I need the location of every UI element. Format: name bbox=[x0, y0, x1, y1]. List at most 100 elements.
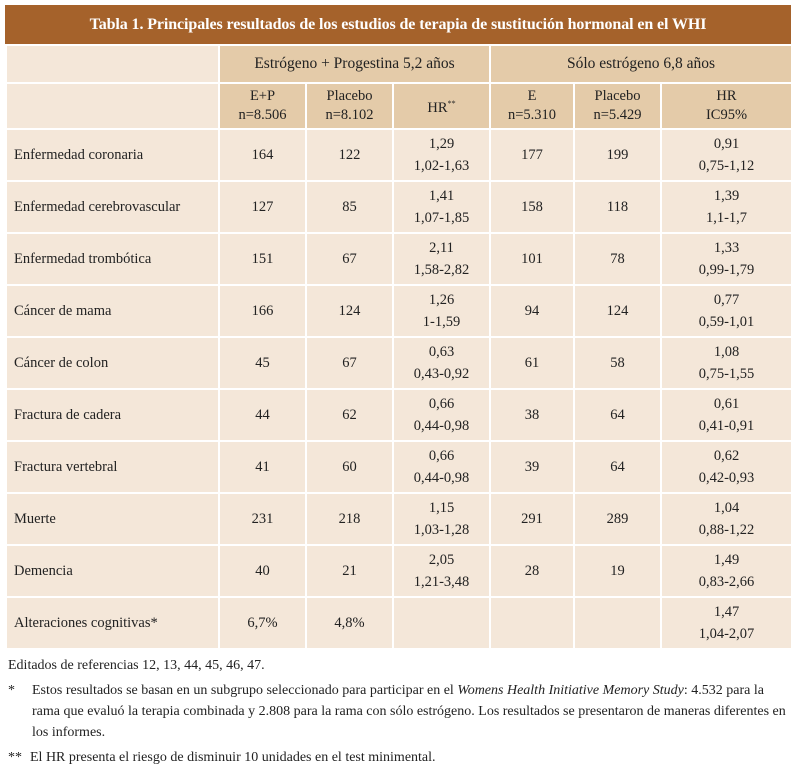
table-row: Enfermedad coronaria 164 122 1,29 1,02-1,63 1… bbox=[5, 128, 794, 182]
hr-value: 1,33 bbox=[713, 240, 740, 256]
subheader-line1: HR bbox=[716, 88, 737, 104]
cell-ep: 166 bbox=[218, 284, 307, 338]
cell-p2 bbox=[573, 596, 662, 650]
empty-header-cell bbox=[5, 82, 220, 130]
ci-value: 1,03-1,28 bbox=[413, 522, 470, 538]
cell-p1: 122 bbox=[305, 128, 394, 182]
row-label: Alteraciones cognitivas* bbox=[5, 596, 220, 650]
footnote-text: El HR presenta el riesgo de disminuir 10… bbox=[30, 750, 436, 765]
ci-value: 0,59-1,01 bbox=[698, 314, 755, 330]
cell-ep: 164 bbox=[218, 128, 307, 182]
ci-value: 1,58-2,82 bbox=[413, 262, 470, 278]
table-row: Enfermedad trombótica 151 67 2,11 1,58-2,82 1… bbox=[5, 232, 794, 286]
cell-p2: 78 bbox=[573, 232, 662, 286]
subheader-line2: n=8.506 bbox=[238, 107, 287, 123]
cell-e: 38 bbox=[489, 388, 575, 442]
cell-p1: 124 bbox=[305, 284, 394, 338]
table-row: Muerte 231 218 1,15 1,03-1,28 291 289 1,04 0,88-… bbox=[5, 492, 794, 546]
hr-value: 1,41 bbox=[428, 188, 455, 204]
cell-ep: 231 bbox=[218, 492, 307, 546]
cell-hr: 1,15 1,03-1,28 bbox=[392, 492, 491, 546]
row-label: Fractura de cadera bbox=[5, 388, 220, 442]
subheader-line1: HR bbox=[427, 99, 448, 116]
row-label: Demencia bbox=[5, 544, 220, 598]
study-name: Womens Health Initiative Memory Study bbox=[457, 683, 684, 698]
ci-value: 1-1,59 bbox=[422, 314, 461, 330]
cell-hr: 0,66 0,44-0,98 bbox=[392, 440, 491, 494]
footnote-text-part: Estos resultados se basan en un subgrupo… bbox=[32, 683, 458, 698]
table-row: Fractura de cadera 44 62 0,66 0,44-0,98 38 64 0… bbox=[5, 388, 794, 442]
row-label: Enfermedad trombótica bbox=[5, 232, 220, 286]
cell-p2: 58 bbox=[573, 336, 662, 390]
cell-p2: 64 bbox=[573, 388, 662, 442]
row-label: Muerte bbox=[5, 492, 220, 546]
table-row: Fractura vertebral 41 60 0,66 0,44-0,98 39 64 0… bbox=[5, 440, 794, 494]
cell-hr: 1,41 1,07-1,85 bbox=[392, 180, 491, 234]
subheader-line1: Placebo bbox=[594, 88, 641, 104]
cell-e: 158 bbox=[489, 180, 575, 234]
row-label: Enfermedad cerebrovascular bbox=[5, 180, 220, 234]
cell-hr: 1,49 0,83-2,66 bbox=[659, 544, 794, 598]
subheader-line1: E+P bbox=[249, 88, 276, 104]
cell-ep: 45 bbox=[218, 336, 307, 390]
table-title: Tabla 1. Principales resultados de los e… bbox=[5, 5, 791, 44]
subheader-line2: n=5.429 bbox=[593, 107, 642, 123]
hr-value: 0,63 bbox=[428, 344, 455, 360]
cell-p2: 19 bbox=[573, 544, 662, 598]
hr-value: 2,11 bbox=[429, 240, 454, 256]
group-header-ep: Estrógeno + Progestina 5,2 años bbox=[218, 44, 491, 84]
cell-p1: 67 bbox=[305, 232, 394, 286]
subheader-cell: Placebo n=8.102 bbox=[305, 82, 394, 130]
cell-hr: 2,05 1,21-3,48 bbox=[392, 544, 491, 598]
subheader-cell: HR IC95% bbox=[659, 82, 794, 130]
cell-e: 39 bbox=[489, 440, 575, 494]
cell-hr bbox=[392, 596, 491, 650]
cell-e: 101 bbox=[489, 232, 575, 286]
cell-p1: 67 bbox=[305, 336, 394, 390]
ci-value: 0,44-0,98 bbox=[413, 470, 470, 486]
cell-hr: 1,39 1,1-1,7 bbox=[659, 180, 794, 234]
cell-e: 177 bbox=[489, 128, 575, 182]
ci-value: 0,83-2,66 bbox=[698, 574, 755, 590]
row-label: Fractura vertebral bbox=[5, 440, 220, 494]
subheader-cell: E+P n=8.506 bbox=[218, 82, 307, 130]
cell-p1: 21 bbox=[305, 544, 394, 598]
row-label: Cáncer de mama bbox=[5, 284, 220, 338]
cell-hr: 1,08 0,75-1,55 bbox=[659, 336, 794, 390]
cell-p2: 289 bbox=[573, 492, 662, 546]
cell-p2: 124 bbox=[573, 284, 662, 338]
subheader-cell: HR** bbox=[392, 82, 491, 130]
ci-value: 0,44-0,98 bbox=[413, 418, 470, 434]
table-notes: Editados de referencias 12, 13, 44, 45, … bbox=[8, 655, 793, 768]
subheader-line1: Placebo bbox=[326, 88, 373, 104]
table-row: Demencia 40 21 2,05 1,21-3,48 28 19 1,49 0,83-2,… bbox=[5, 544, 794, 598]
row-label: Cáncer de colon bbox=[5, 336, 220, 390]
subheader-line2: IC95% bbox=[705, 107, 748, 123]
hr-value: 1,47 bbox=[713, 604, 740, 620]
hr-value: 1,39 bbox=[713, 188, 740, 204]
cell-p2: 199 bbox=[573, 128, 662, 182]
footnote-2: ** El HR presenta el riesgo de disminuir… bbox=[8, 747, 793, 768]
table-row: Cáncer de colon 45 67 0,63 0,43-0,92 61 58 1,08… bbox=[5, 336, 794, 390]
hr-value: 0,61 bbox=[713, 396, 740, 412]
hr-value: 0,62 bbox=[713, 448, 740, 464]
cell-p2: 64 bbox=[573, 440, 662, 494]
cell-e: 28 bbox=[489, 544, 575, 598]
cell-hr: 0,61 0,41-0,91 bbox=[659, 388, 794, 442]
empty-header-cell bbox=[5, 44, 220, 84]
cell-ep: 40 bbox=[218, 544, 307, 598]
cell-ep: 127 bbox=[218, 180, 307, 234]
subheader-line2: n=5.310 bbox=[507, 107, 557, 123]
cell-hr: 2,11 1,58-2,82 bbox=[392, 232, 491, 286]
group-header-e: Sólo estrógeno 6,8 años bbox=[488, 44, 794, 84]
ci-value: 1,07-1,85 bbox=[413, 210, 470, 226]
hr-value: 1,49 bbox=[713, 552, 740, 568]
cell-hr: 1,04 0,88-1,22 bbox=[659, 492, 794, 546]
cell-e: 291 bbox=[489, 492, 575, 546]
results-table: Estrógeno + Progestina 5,2 años Sólo est… bbox=[5, 44, 794, 650]
cell-p2: 118 bbox=[573, 180, 662, 234]
cell-hr: 0,66 0,44-0,98 bbox=[392, 388, 491, 442]
cell-hr: 1,29 1,02-1,63 bbox=[392, 128, 491, 182]
hr-value: 0,66 bbox=[428, 448, 455, 464]
